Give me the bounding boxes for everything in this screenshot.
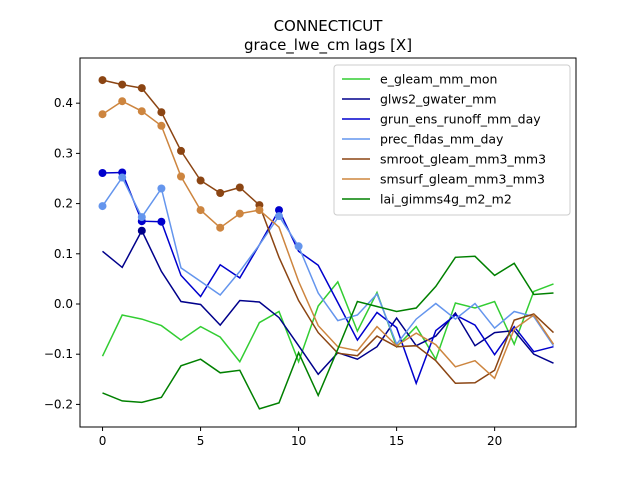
data-point-smroot_gleam_mm3_mm3	[137, 84, 146, 93]
legend-label-e_gleam_mm_mon: e_gleam_mm_mon	[380, 72, 497, 87]
y-tick-label: 0.2	[54, 197, 73, 211]
data-point-smroot_gleam_mm3_mm3	[177, 146, 185, 155]
data-point-prec_fldas_mm_day	[157, 184, 166, 193]
chart-subtitle: grace_lwe_cm lags [X]	[244, 36, 412, 55]
legend-label-lai_gimms4g_m2_m2: lai_gimms4g_m2_m2	[380, 192, 512, 207]
data-point-smsurf_gleam_mm3_mm3	[196, 206, 205, 215]
data-point-smsurf_gleam_mm3_mm3	[118, 97, 127, 106]
data-point-grun_ens_runoff_mm_day	[275, 206, 283, 215]
y-tick-label: 0.1	[54, 247, 73, 261]
series-line-smsurf_gleam_mm3_mm3	[102, 100, 555, 380]
axes-frame	[79, 57, 577, 428]
x-tick-label: 20	[487, 434, 502, 448]
plot-area	[98, 76, 555, 410]
data-point-smsurf_gleam_mm3_mm3	[235, 209, 244, 218]
legend-box	[333, 64, 571, 216]
data-point-smroot_gleam_mm3_mm3	[118, 80, 127, 89]
data-point-prec_fldas_mm_day	[275, 212, 283, 221]
axis-ticks: 0 5 10 15 20 −0.2 −0.1 0.0 0.1 0.2 0.3 0.4	[44, 96, 502, 448]
data-point-smroot_gleam_mm3_mm3	[216, 189, 225, 197]
legend-label-prec_fldas_mm_day: prec_fldas_mm_day	[380, 132, 504, 147]
series-line-lai_gimms4g_m2_m2	[102, 255, 554, 410]
data-point-prec_fldas_mm_day	[294, 242, 303, 251]
data-point-smsurf_gleam_mm3_mm3	[137, 107, 146, 116]
data-point-smsurf_gleam_mm3_mm3	[177, 172, 185, 181]
data-point-smsurf_gleam_mm3_mm3	[216, 223, 225, 232]
chart-title: CONNECTICUT	[274, 17, 384, 35]
legend-label-grun_ens_runoff_mm_day: grun_ens_runoff_mm_day	[380, 112, 541, 127]
data-point-smsurf_gleam_mm3_mm3	[98, 110, 107, 119]
series-line-glws2_gwater_mm	[102, 229, 554, 376]
data-point-grun_ens_runoff_mm_day	[157, 217, 166, 226]
series-line-prec_fldas_mm_day	[101, 176, 555, 347]
series-line-grun_ens_runoff_mm_day	[102, 171, 554, 386]
y-tick-label: −0.1	[44, 347, 73, 361]
y-tick-label: −0.2	[44, 397, 73, 411]
data-point-smroot_gleam_mm3_mm3	[196, 176, 205, 185]
data-point-smroot_gleam_mm3_mm3	[157, 108, 166, 117]
y-tick-label: 0.0	[54, 297, 73, 311]
series-line-e_gleam_mm_mon	[101, 280, 554, 364]
data-point-prec_fldas_mm_day	[137, 213, 146, 222]
y-tick-label: 0.3	[54, 146, 73, 160]
data-point-prec_fldas_mm_day	[118, 173, 127, 182]
y-tick-label: 0.4	[54, 96, 73, 110]
legend-label-smroot_gleam_mm3_mm3: smroot_gleam_mm3_mm3	[380, 152, 546, 167]
x-tick-label: 15	[389, 434, 404, 448]
data-point-smsurf_gleam_mm3_mm3	[157, 121, 166, 130]
data-point-glws2_gwater_mm	[137, 226, 146, 235]
x-tick-label: 0	[99, 434, 107, 448]
data-point-grun_ens_runoff_mm_day	[98, 169, 107, 177]
data-point-smroot_gleam_mm3_mm3	[235, 183, 244, 192]
series-line-smroot_gleam_mm3_mm3	[102, 79, 555, 385]
data-point-smsurf_gleam_mm3_mm3	[255, 206, 264, 215]
legend: e_gleam_mm_mon glws2_gwater_mm grun_ens_ru…	[333, 64, 571, 216]
data-point-smroot_gleam_mm3_mm3	[98, 76, 107, 85]
data-point-prec_fldas_mm_day	[98, 202, 107, 211]
legend-label-smsurf_gleam_mm3_mm3: smsurf_gleam_mm3_mm3	[380, 172, 545, 187]
x-tick-label: 5	[197, 434, 205, 448]
legend-label-glws2_gwater_mm: glws2_gwater_mm	[380, 92, 497, 107]
x-tick-label: 10	[291, 434, 306, 448]
